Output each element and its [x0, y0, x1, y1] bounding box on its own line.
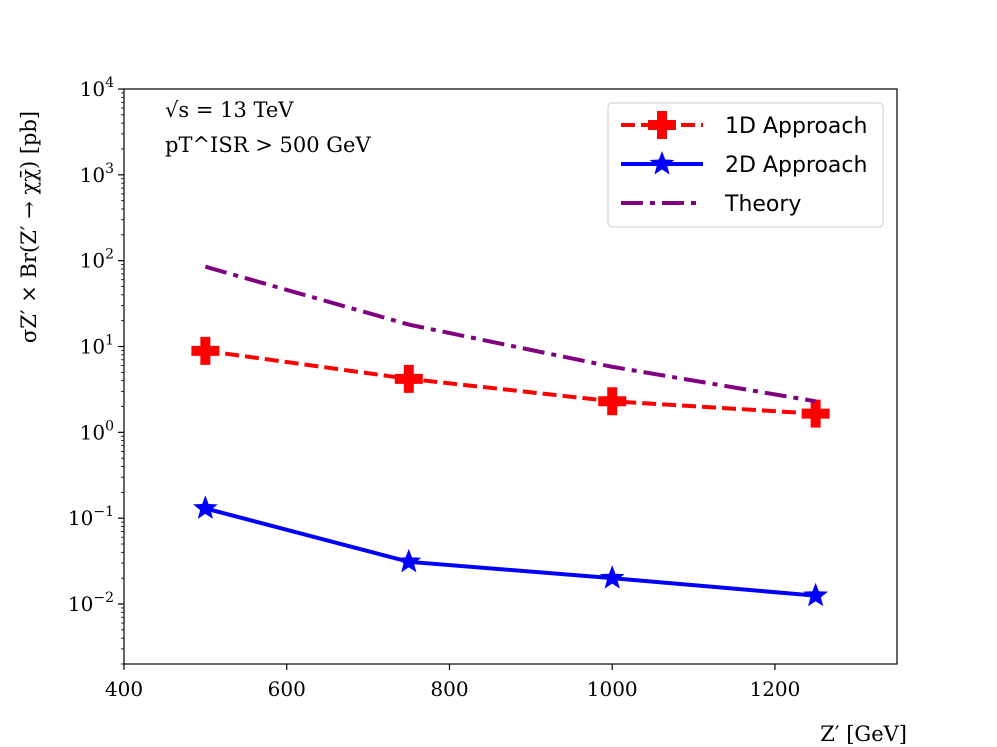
legend-entry: 1D Approach	[621, 111, 867, 139]
series-line	[204, 264, 816, 404]
y-minor-ticks	[121, 92, 124, 665]
x-tick-label: 600	[268, 677, 306, 701]
legend-entry: 2D Approach	[621, 151, 867, 178]
y-tick-label: 104	[80, 75, 114, 101]
data-point	[396, 548, 422, 573]
series	[191, 264, 830, 607]
data-point	[598, 387, 627, 416]
series-1d-approach	[191, 336, 830, 428]
series-line	[204, 506, 816, 598]
legend-marker	[649, 151, 675, 175]
data-point	[394, 364, 423, 393]
y-tick-label: 101	[80, 333, 114, 359]
legend-label: 1D Approach	[725, 114, 867, 139]
series-2d-approach	[193, 495, 828, 607]
data-point	[191, 336, 220, 365]
legend-box	[607, 102, 884, 228]
x-tick-label: 1000	[587, 677, 638, 701]
x-tick-label: 1200	[749, 677, 800, 701]
legend-marker	[648, 111, 676, 139]
x-tick-label: 800	[430, 677, 468, 701]
annotation-pt-cut: pT^ISR > 500 GeV	[165, 133, 371, 157]
y-tick-label: 100	[80, 418, 114, 444]
y-axis-label: σZ′ × Br(Z′ → χχ̄) [pb]	[17, 111, 41, 343]
x-axis-label: Z′ [GeV]	[820, 722, 907, 746]
y-tick-label: 103	[80, 161, 114, 187]
data-point	[193, 495, 218, 519]
plot-frame	[123, 88, 898, 665]
legend-entry: Theory	[621, 192, 801, 217]
y-tick-label: 10−2	[68, 590, 114, 616]
data-point	[803, 582, 828, 607]
y-tick-label: 10−1	[68, 504, 114, 530]
series-theory	[204, 264, 816, 404]
x-tick-label: 400	[105, 677, 143, 701]
data-point	[801, 399, 830, 428]
y-tick-label: 102	[80, 247, 114, 273]
legend-label: Theory	[724, 192, 801, 217]
series-line	[205, 348, 816, 416]
ticks: 400 600 800 1000 1200 10−2 10−1 100 101 102 103 104	[68, 75, 800, 701]
legend-label: 2D Approach	[725, 153, 867, 178]
data-point	[599, 565, 625, 589]
legend-entries: 1D Approach 2D Approach Theory	[621, 111, 867, 217]
legend: 1D Approach 2D Approach Theory	[607, 102, 884, 228]
annotation-energy: √s = 13 TeV	[165, 98, 294, 122]
